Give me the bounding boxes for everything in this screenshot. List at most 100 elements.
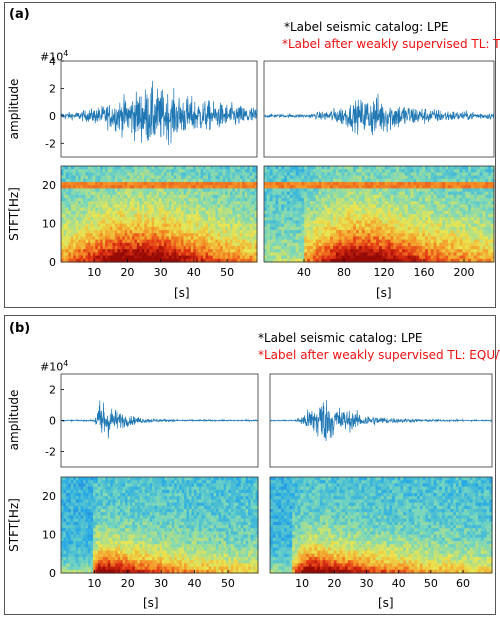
spectrogram-cell xyxy=(416,175,420,180)
spectrogram-cell xyxy=(353,185,357,189)
spectrogram-cell xyxy=(465,207,469,212)
spectrogram-cell xyxy=(254,255,258,260)
spectrogram-cell xyxy=(341,220,346,225)
spectrogram-cell xyxy=(203,185,207,189)
spectrogram-cell xyxy=(178,239,182,244)
spectrogram-cell xyxy=(97,252,101,257)
spectrogram-cell xyxy=(476,249,481,253)
spectrogram-cell xyxy=(465,246,469,250)
spectrogram-cell xyxy=(335,182,340,186)
spectrogram-cell xyxy=(312,210,317,215)
spectrogram-cell xyxy=(335,210,340,215)
spectrogram-cell xyxy=(381,172,386,177)
spectrogram-cell xyxy=(347,207,351,212)
spectrogram-cell xyxy=(281,230,285,234)
spectrogram-cell xyxy=(161,233,165,237)
spectrogram-cell xyxy=(384,182,389,186)
spectrogram-cell xyxy=(239,194,243,199)
spectrogram-cell xyxy=(445,220,449,225)
spectrogram-cell xyxy=(134,252,138,257)
spectrogram-cell xyxy=(396,198,400,202)
spectrogram-cell xyxy=(304,172,308,177)
spectrogram-cell xyxy=(416,246,420,250)
spectrogram-cell xyxy=(161,214,165,218)
spectrogram-cell xyxy=(242,214,246,218)
spectrogram-cell xyxy=(476,210,481,215)
spectrogram-cell xyxy=(413,252,417,257)
spectrogram-cell xyxy=(298,217,302,221)
spectrogram-cell xyxy=(87,249,91,253)
spectrogram-cell xyxy=(63,178,67,183)
spectrogram-cell xyxy=(102,210,106,215)
spectrogram-cell xyxy=(107,188,111,193)
spectrogram-cell xyxy=(168,175,172,180)
spectrogram-cell xyxy=(230,188,234,193)
spectrogram-cell xyxy=(335,201,340,205)
spectrogram-cell xyxy=(459,220,463,225)
spectrogram-cell xyxy=(450,233,455,237)
spectrogram-cell xyxy=(134,185,138,189)
spectrogram-cell xyxy=(456,188,461,193)
spectrogram-cell xyxy=(220,226,224,231)
spectrogram-cell xyxy=(146,252,150,257)
spectrogram-cell xyxy=(171,201,175,205)
spectrogram-cell xyxy=(445,191,449,196)
spectrogram-cell xyxy=(384,255,389,260)
spectrogram-cell xyxy=(341,214,346,218)
spectrogram-cell xyxy=(448,182,452,186)
spectrogram-cell xyxy=(208,194,212,199)
spectrogram-cell xyxy=(75,172,79,177)
spectrogram-cell xyxy=(338,214,343,218)
spectrogram-cell xyxy=(134,236,138,241)
spectrogram-cell xyxy=(244,201,248,205)
spectrogram-cell xyxy=(396,258,400,263)
spectrogram-cell xyxy=(132,214,136,218)
spectrogram-cell xyxy=(491,258,495,263)
spectrogram-cell xyxy=(87,185,91,189)
spectrogram-cell xyxy=(479,236,484,241)
spectrogram-cell xyxy=(310,178,314,183)
spectrogram-cell xyxy=(181,172,185,177)
spectrogram-cell xyxy=(284,239,288,244)
spectrogram-cell xyxy=(92,246,96,250)
spectrogram-cell xyxy=(364,178,369,183)
spectrogram-cell xyxy=(119,246,123,250)
spectrogram-cell xyxy=(266,214,271,218)
spectrogram-cell xyxy=(482,185,486,189)
spectrogram-cell xyxy=(396,169,400,173)
spectrogram-cell xyxy=(330,217,334,221)
spectrogram-cell xyxy=(80,207,84,212)
spectrogram-cell xyxy=(193,239,197,244)
spectrogram-cell xyxy=(404,258,409,263)
spectrogram-cell xyxy=(292,169,297,173)
spectrogram-cell xyxy=(173,204,177,209)
spectrogram-cell xyxy=(156,217,160,221)
spectrogram-cell xyxy=(448,242,452,247)
spectrogram-cell xyxy=(471,230,475,234)
spectrogram-cell xyxy=(344,246,348,250)
spectrogram-cell xyxy=(163,169,167,173)
spectrogram-cell xyxy=(92,188,96,193)
spectrogram-cell xyxy=(295,239,300,244)
spectrogram-cell xyxy=(471,255,475,260)
spectrogram-cell xyxy=(68,483,72,488)
spectrogram-cell xyxy=(312,182,317,186)
spectrogram-cell xyxy=(488,175,492,180)
spectrogram-cell xyxy=(70,182,74,186)
spectrogram-cell xyxy=(310,201,314,205)
spectrogram-cell xyxy=(312,207,317,212)
spectrogram-cell xyxy=(353,233,357,237)
spectrogram-cell xyxy=(78,210,82,215)
spectrogram-cell xyxy=(439,207,443,212)
spectrogram-cell xyxy=(146,214,150,218)
spectrogram-cell xyxy=(356,230,360,234)
spectrogram-cell xyxy=(63,525,67,529)
spectrogram-cell xyxy=(65,246,69,250)
spectrogram-cell xyxy=(232,207,236,212)
spectrogram-cell xyxy=(361,204,366,209)
spectrogram-cell xyxy=(203,191,207,196)
spectrogram-cell xyxy=(404,217,409,221)
spectrogram-cell xyxy=(159,242,163,247)
spectrogram-cell xyxy=(379,194,383,199)
spectrogram-cell xyxy=(269,166,274,170)
